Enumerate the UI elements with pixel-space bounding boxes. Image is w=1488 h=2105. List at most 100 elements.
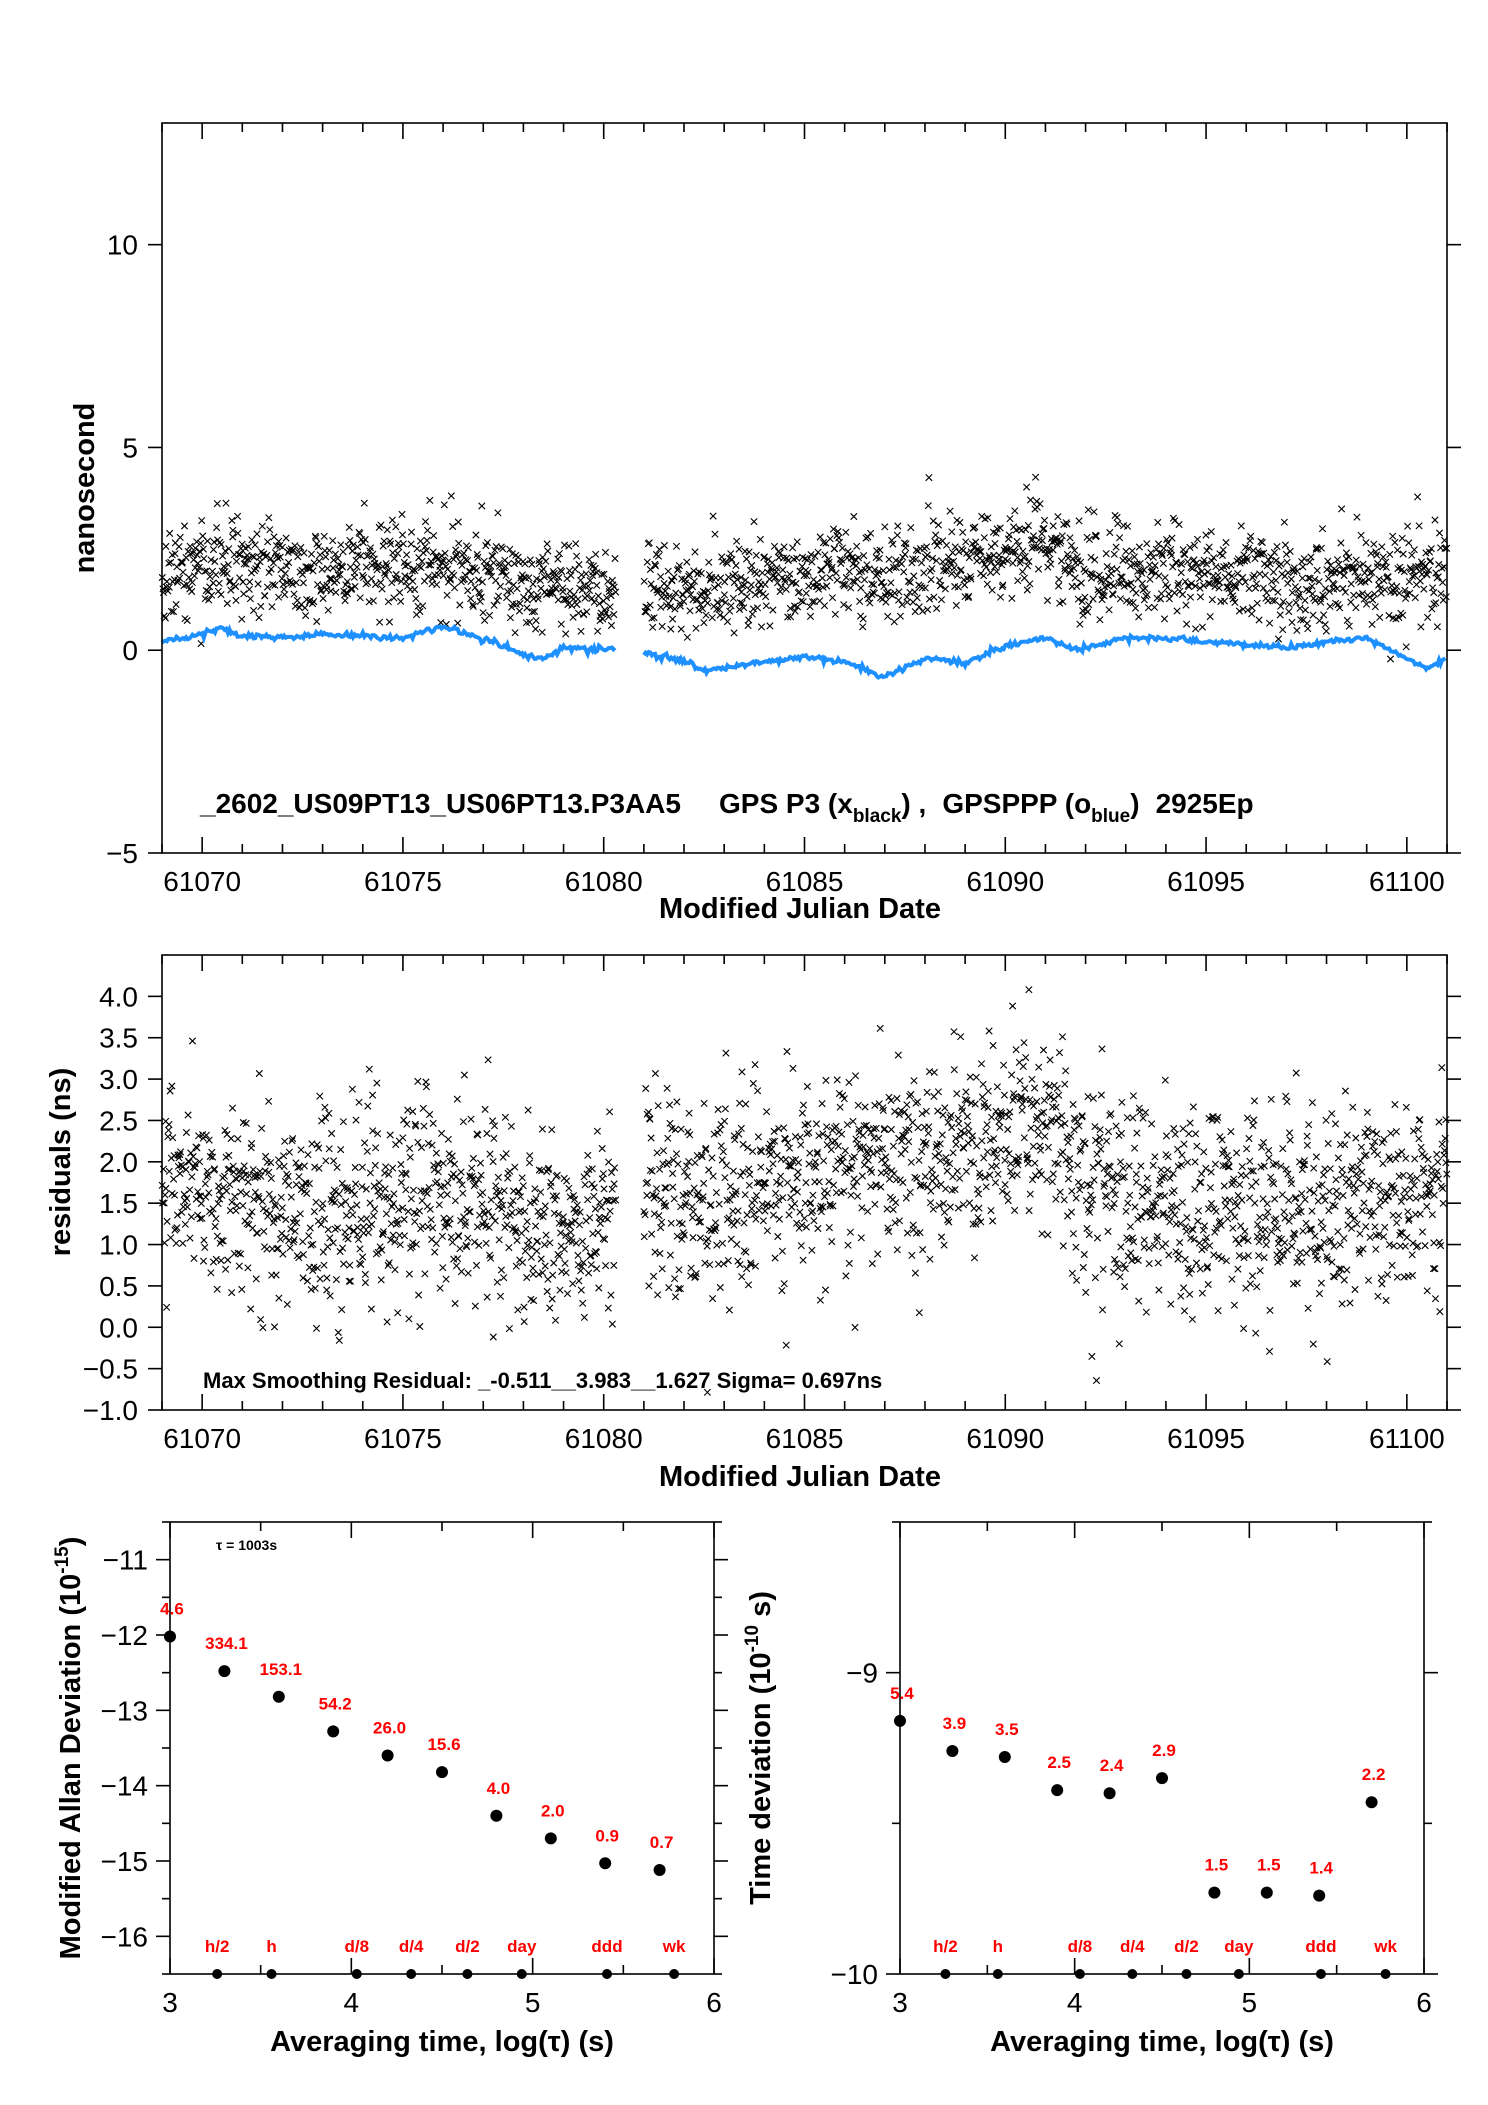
data-point-x: [557, 1229, 565, 1237]
data-point-x: [1381, 1197, 1389, 1205]
data-point-x: [422, 1083, 430, 1091]
data-point-x: [1054, 513, 1062, 521]
data-point-x: [802, 1179, 810, 1187]
data-point-x: [933, 604, 941, 613]
data-point-x: [356, 530, 364, 538]
data-point-x: [224, 561, 232, 569]
data-point-x: [703, 592, 711, 600]
data-point-x: [232, 596, 240, 604]
data-point-x: [885, 555, 893, 563]
data-point-x: [1255, 1238, 1263, 1246]
data-point-x: [642, 608, 650, 616]
data-point-x: [1104, 1227, 1112, 1236]
data-point-x: [574, 1261, 582, 1269]
data-point-x: [225, 1151, 233, 1159]
data-point-x: [538, 1125, 546, 1133]
data-point-x: [532, 625, 540, 633]
data-point-x: [1080, 1250, 1088, 1259]
data-point-x: [1333, 1193, 1341, 1201]
data-point: [490, 1809, 503, 1822]
data-point-x: [518, 1258, 527, 1267]
data-point-x: [1368, 1177, 1376, 1185]
data-point-x: [360, 499, 368, 507]
data-point-x: [952, 1140, 960, 1149]
data-point-x: [329, 537, 337, 545]
point-label: 4.6: [160, 1600, 184, 1619]
data-point-x: [1198, 1170, 1206, 1178]
data-point-x: [1262, 1213, 1270, 1221]
data-point-x: [1350, 1189, 1358, 1197]
data-point-x: [775, 1196, 783, 1204]
data-point-x: [329, 1239, 337, 1247]
data-point-x: [1112, 1122, 1120, 1130]
data-point-x: [692, 624, 700, 632]
data-point-x: [501, 1113, 509, 1121]
legend: _2602_US09PT13_US06PT13.P3AA5 GPS P3 (xbl…: [199, 788, 1254, 827]
data-point-x: [1271, 597, 1279, 605]
data-point-x: [242, 1119, 250, 1127]
data-point-x: [1108, 1204, 1116, 1212]
data-point-x: [193, 551, 201, 559]
data-point-x: [1406, 1172, 1414, 1180]
data-point-x: [360, 573, 368, 582]
data-point-x: [784, 1139, 792, 1147]
data-point-x: [820, 602, 829, 610]
data-point-x: [421, 543, 429, 551]
x-tick-label: 6: [1416, 1987, 1432, 2018]
data-point-x: [480, 1218, 488, 1226]
data-point-x: [910, 1077, 918, 1085]
data-point-x: [311, 1284, 319, 1292]
data-point-x: [188, 578, 196, 586]
data-point-x: [1077, 558, 1085, 566]
data-point-x: [912, 555, 920, 563]
data-point-x: [554, 596, 562, 604]
data-point-x: [999, 581, 1007, 589]
data-point-x: [664, 1134, 672, 1142]
point-label: 0.7: [650, 1833, 674, 1852]
data-point-x: [438, 558, 446, 566]
data-point-x: [453, 1095, 461, 1103]
data-point-x: [1159, 559, 1167, 567]
data-point-x: [1114, 1264, 1122, 1272]
data-point-x: [1040, 516, 1049, 524]
data-point-x: [525, 574, 533, 582]
data-point-x: [1285, 1196, 1293, 1204]
data-point-x: [163, 1217, 171, 1225]
data-point-x: [351, 582, 359, 591]
data-point-x: [773, 564, 781, 572]
data-point-x: [320, 1215, 329, 1223]
data-point-x: [1332, 1176, 1340, 1184]
data-point-x: [483, 1129, 491, 1138]
data-point-x: [1351, 1285, 1359, 1294]
data-point-x: [430, 1166, 438, 1174]
point-label: 2.0: [541, 1801, 565, 1820]
data-point-x: [671, 605, 679, 613]
data-point-x: [262, 1207, 270, 1215]
data-point-x: [233, 1202, 241, 1210]
data-point-x: [1011, 548, 1019, 556]
point-label: 54.2: [319, 1694, 352, 1713]
data-point-x: [372, 1144, 380, 1152]
data-point-x: [526, 618, 534, 626]
data-point-x: [1408, 1251, 1416, 1259]
data-point-x: [749, 1147, 757, 1155]
data-point-x: [1243, 1114, 1252, 1122]
data-point-x: [937, 581, 945, 590]
data-point-x: [248, 536, 256, 544]
data-point-x: [338, 563, 347, 571]
data-point-x: [1307, 553, 1315, 561]
data-point-x: [264, 538, 272, 546]
data-point-x: [1130, 1238, 1138, 1246]
data-point-x: [1410, 546, 1418, 554]
data-point-x: [366, 544, 375, 552]
data-point-x: [584, 1151, 592, 1159]
data-point-x: [1329, 1201, 1337, 1209]
point-label: 3.5: [995, 1720, 1019, 1739]
data-point-x: [925, 1123, 933, 1131]
y-tick-label: 0: [122, 635, 138, 666]
data-point-x: [346, 563, 354, 571]
data-point-x: [277, 1193, 285, 1201]
data-point-x: [964, 594, 972, 602]
data-point-x: [841, 1147, 849, 1155]
data-point-x: [1056, 1188, 1064, 1196]
